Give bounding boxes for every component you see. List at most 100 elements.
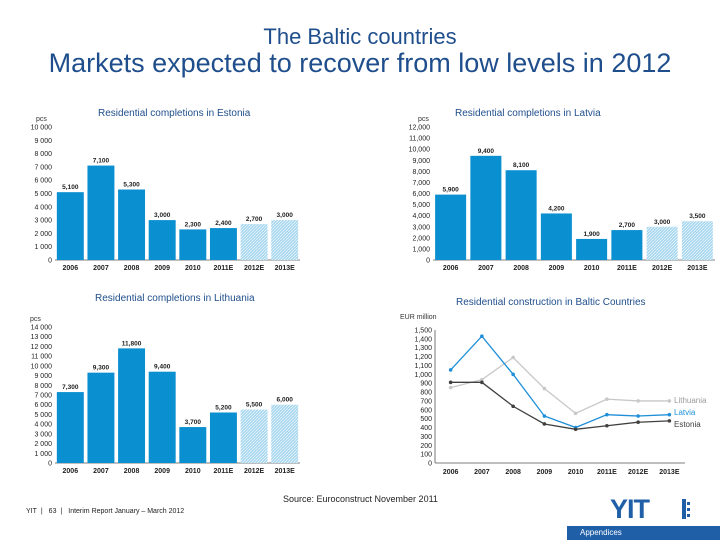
estonia-category-label: 2009 — [154, 265, 170, 272]
lithuania-category-label: 2013E — [275, 468, 296, 475]
baltic-chart-title: Residential construction in Baltic Count… — [456, 297, 646, 308]
baltic-ytick-label: 0 — [428, 461, 432, 468]
latvia-data-label: 3,000 — [654, 219, 671, 226]
baltic-point-lithuania — [574, 412, 578, 416]
latvia-data-label: 4,200 — [548, 205, 565, 212]
lithuania-data-label: 3,700 — [185, 419, 202, 426]
latvia-category-label: 2009 — [549, 265, 565, 272]
latvia-bar — [611, 230, 642, 260]
estonia-category-label: 2006 — [63, 265, 79, 272]
latvia-ytick-label: 11,000 — [409, 136, 430, 143]
latvia-bar — [435, 195, 466, 260]
lithuania-data-label: 5,500 — [246, 402, 263, 409]
lithuania-bar — [87, 373, 114, 463]
latvia-data-label: 5,900 — [442, 187, 459, 194]
latvia-ytick-label: 9,000 — [412, 158, 430, 165]
estonia-bar — [87, 166, 114, 260]
baltic-ytick-label: 200 — [420, 443, 432, 450]
baltic-point-latvia — [543, 414, 547, 418]
baltic-point-estonia — [668, 419, 672, 423]
baltic-point-estonia — [574, 428, 578, 432]
baltic-category-label: 2012E — [628, 469, 649, 476]
baltic-point-latvia — [605, 413, 609, 417]
baltic-ytick-label: 600 — [420, 407, 432, 414]
latvia-category-label: 2010 — [584, 265, 600, 272]
latvia-data-label: 2,700 — [619, 222, 636, 229]
latvia-category-label: 2006 — [443, 265, 459, 272]
lithuania-category-label: 2010 — [185, 468, 201, 475]
lithuania-ytick-label: 12 000 — [31, 344, 53, 351]
estonia-category-label: 2007 — [93, 265, 109, 272]
baltic-point-latvia — [636, 414, 640, 418]
lithuania-category-label: 2007 — [93, 468, 109, 475]
lithuania-bar — [149, 372, 176, 463]
lithuania-ytick-label: 6 000 — [34, 402, 52, 409]
baltic-category-label: 2006 — [443, 469, 459, 476]
footer-report: Interim Report January – March 2012 — [68, 508, 184, 515]
baltic-point-estonia — [480, 381, 484, 385]
lithuania-chart-title: Residential completions in Lithuania — [95, 293, 255, 304]
baltic-ytick-label: 1,400 — [414, 336, 432, 343]
lithuania-data-label: 9,400 — [154, 364, 171, 371]
estonia-ytick-label: 4 000 — [34, 204, 52, 211]
estonia-bar — [179, 229, 206, 260]
lithuania-ytick-label: 10 000 — [31, 363, 53, 370]
lithuania-data-label: 6,000 — [277, 397, 294, 404]
lithuania-bar — [118, 348, 145, 463]
baltic-ytick-label: 900 — [420, 381, 432, 388]
estonia-ytick-label: 1 000 — [34, 244, 52, 251]
latvia-ytick-label: 10,000 — [409, 147, 431, 154]
baltic-series-line-lithuania — [451, 357, 670, 413]
baltic-category-label: 2007 — [474, 469, 490, 476]
baltic-category-label: 2011E — [597, 469, 617, 476]
baltic-category-label: 2008 — [505, 469, 521, 476]
footer-company: YIT — [26, 508, 37, 515]
footer-page: 63 — [49, 508, 57, 515]
latvia-category-label: 2011E — [617, 265, 637, 272]
latvia-data-label: 3,500 — [689, 213, 706, 220]
baltic-point-lithuania — [449, 386, 453, 390]
latvia-bar — [470, 156, 501, 260]
lithuania-ytick-label: 2 000 — [34, 441, 52, 448]
lithuania-data-label: 11,800 — [122, 340, 142, 347]
estonia-category-label: 2008 — [124, 265, 140, 272]
baltic-ytick-label: 1,000 — [414, 372, 432, 379]
estonia-ytick-label: 10 000 — [31, 125, 53, 132]
baltic-point-estonia — [449, 381, 453, 385]
lithuania-ytick-label: 8 000 — [34, 383, 52, 390]
lithuania-bar — [57, 392, 84, 463]
estonia-ytick-label: 5 000 — [34, 191, 52, 198]
baltic-point-estonia — [543, 422, 547, 426]
lithuania-ytick-label: 11 000 — [31, 354, 52, 361]
lithuania-ytick-label: 13 000 — [31, 334, 53, 341]
latvia-ytick-label: 6,000 — [412, 191, 430, 198]
lithuania-ytick-label: 0 — [48, 461, 52, 468]
lithuania-bar — [241, 410, 268, 463]
latvia-data-label: 9,400 — [478, 148, 495, 155]
latvia-category-label: 2012E — [652, 265, 673, 272]
baltic-ytick-label: 100 — [420, 452, 432, 459]
baltic-point-estonia — [511, 404, 515, 408]
baltic-ytick-label: 500 — [420, 416, 432, 423]
lithuania-category-label: 2011E — [214, 468, 234, 475]
lithuania-ytick-label: 5 000 — [34, 412, 52, 419]
estonia-ytick-label: 0 — [48, 258, 52, 265]
baltic-ytick-label: 1,100 — [414, 363, 432, 370]
slide-subtitle: The Baltic countries — [0, 24, 720, 50]
estonia-ytick-label: 9 000 — [34, 138, 52, 145]
baltic-point-estonia — [605, 424, 609, 428]
yit-logo-text: YIT — [610, 496, 651, 522]
baltic-point-latvia — [480, 334, 484, 338]
latvia-ytick-label: 0 — [426, 258, 430, 265]
latvia-category-label: 2007 — [478, 265, 494, 272]
baltic-point-lithuania — [543, 387, 547, 391]
latvia-data-label: 1,900 — [583, 231, 600, 238]
latvia-bar — [647, 227, 678, 260]
estonia-ytick-label: 3 000 — [34, 218, 52, 225]
baltic-point-latvia — [668, 413, 672, 417]
latvia-category-label: 2013E — [687, 265, 708, 272]
estonia-data-label: 2,300 — [185, 221, 202, 228]
slide-title: Markets expected to recover from low lev… — [0, 48, 720, 79]
baltic-ytick-label: 1,300 — [414, 345, 432, 352]
